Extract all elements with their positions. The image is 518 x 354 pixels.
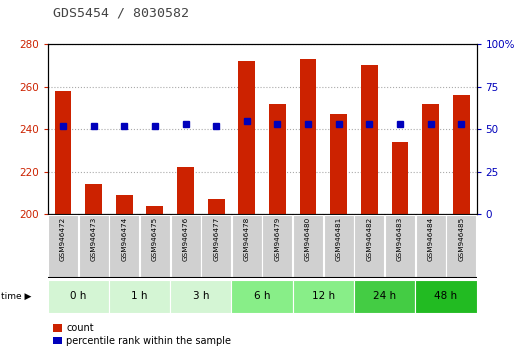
Bar xyxy=(116,195,133,214)
Text: 6 h: 6 h xyxy=(254,291,270,302)
Legend: count, percentile rank within the sample: count, percentile rank within the sample xyxy=(52,324,231,346)
Text: GSM946481: GSM946481 xyxy=(336,217,342,261)
Text: GSM946473: GSM946473 xyxy=(91,217,97,261)
Text: GSM946474: GSM946474 xyxy=(121,217,127,261)
Bar xyxy=(48,215,78,277)
Text: GDS5454 / 8030582: GDS5454 / 8030582 xyxy=(53,6,189,19)
Text: 12 h: 12 h xyxy=(312,291,335,302)
Bar xyxy=(109,280,170,313)
Text: GSM946475: GSM946475 xyxy=(152,217,158,261)
Text: GSM946477: GSM946477 xyxy=(213,217,219,261)
Bar xyxy=(85,184,102,214)
Bar xyxy=(54,91,71,214)
Bar xyxy=(201,215,231,277)
Bar xyxy=(170,280,232,313)
Text: GSM946485: GSM946485 xyxy=(458,217,464,261)
Bar xyxy=(140,215,170,277)
Bar xyxy=(79,215,109,277)
Text: GSM946476: GSM946476 xyxy=(182,217,189,261)
Bar xyxy=(263,215,293,277)
Bar xyxy=(324,215,354,277)
Text: GSM946482: GSM946482 xyxy=(366,217,372,261)
Bar xyxy=(354,215,384,277)
Bar xyxy=(109,215,139,277)
Bar xyxy=(415,280,477,313)
Text: GSM946483: GSM946483 xyxy=(397,217,403,261)
Text: GSM946480: GSM946480 xyxy=(305,217,311,261)
Text: GSM946478: GSM946478 xyxy=(244,217,250,261)
Bar xyxy=(392,142,408,214)
Text: 0 h: 0 h xyxy=(70,291,87,302)
Bar xyxy=(48,280,109,313)
Bar xyxy=(446,215,476,277)
Bar xyxy=(232,215,262,277)
Bar xyxy=(330,114,347,214)
Bar xyxy=(299,59,316,214)
Text: 1 h: 1 h xyxy=(132,291,148,302)
Bar xyxy=(147,206,163,214)
Bar xyxy=(293,215,323,277)
Bar xyxy=(361,65,378,214)
Bar xyxy=(177,167,194,214)
Bar xyxy=(170,215,200,277)
Text: 3 h: 3 h xyxy=(193,291,209,302)
Text: time ▶: time ▶ xyxy=(1,292,32,301)
Bar xyxy=(208,199,225,214)
Text: GSM946472: GSM946472 xyxy=(60,217,66,261)
Bar xyxy=(422,104,439,214)
Text: GSM946479: GSM946479 xyxy=(275,217,280,261)
Text: GSM946484: GSM946484 xyxy=(427,217,434,261)
Bar xyxy=(238,61,255,214)
Bar xyxy=(385,215,415,277)
Text: 24 h: 24 h xyxy=(373,291,396,302)
Bar xyxy=(453,95,470,214)
Bar xyxy=(293,280,354,313)
Bar xyxy=(415,215,445,277)
Bar xyxy=(232,280,293,313)
Bar xyxy=(269,104,286,214)
Bar xyxy=(354,280,415,313)
Text: 48 h: 48 h xyxy=(435,291,457,302)
